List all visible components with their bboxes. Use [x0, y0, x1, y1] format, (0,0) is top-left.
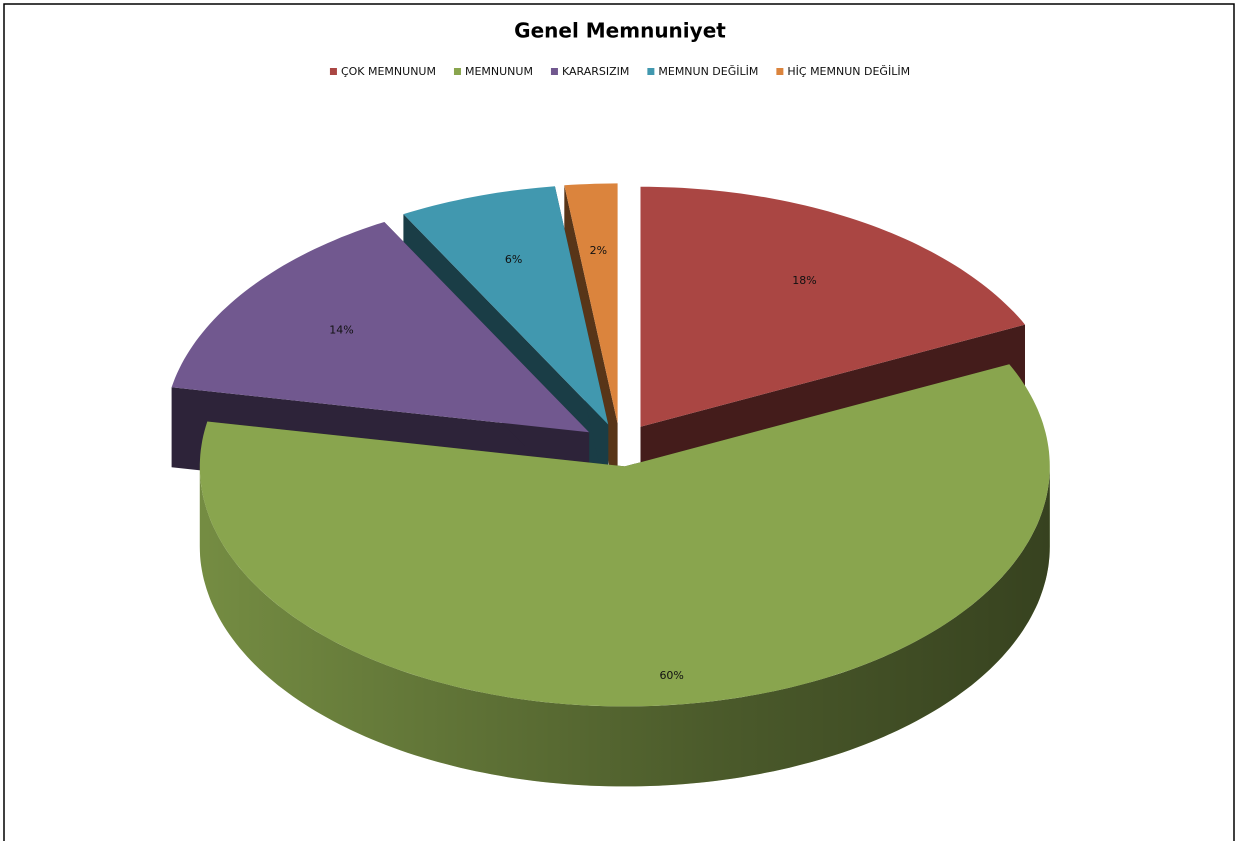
value-label: 14%: [329, 324, 353, 337]
slice-rim-shade: [199, 466, 1050, 787]
slice-group: [199, 364, 1050, 787]
legend-label: MEMNUN DEĞİLİM: [658, 65, 758, 78]
legend-label: MEMNUNUM: [465, 65, 533, 78]
slice: [640, 186, 1025, 427]
value-label: 2%: [590, 244, 607, 257]
value-label: 60%: [659, 669, 683, 682]
legend-swatch: [776, 68, 784, 75]
legend-item: MEMNUN DEĞİLİM: [647, 65, 758, 78]
value-label: 18%: [792, 274, 816, 287]
legend-swatch: [647, 68, 655, 75]
pie: 18% 60% 14% 6% 2%: [171, 183, 1050, 787]
chart-title: Genel Memnuniyet: [514, 19, 726, 43]
legend-swatch: [329, 68, 337, 75]
slice: [564, 183, 618, 424]
legend-item: KARARSIZIM: [550, 65, 629, 78]
legend: ÇOK MEMNUNUM MEMNUNUM KARARSIZIM MEMNUN DEĞ…: [329, 65, 910, 78]
slice: [199, 364, 1050, 707]
legend-item: MEMNUNUM: [453, 65, 533, 78]
legend-swatch: [550, 68, 558, 75]
legend-swatch: [453, 68, 461, 75]
legend-label: HİÇ MEMNUN DEĞİLİM: [787, 65, 910, 78]
slice: [171, 222, 590, 433]
legend-label: ÇOK MEMNUNUM: [341, 65, 436, 78]
legend-item: ÇOK MEMNUNUM: [329, 65, 436, 78]
slice: [403, 186, 609, 425]
legend-item: HİÇ MEMNUN DEĞİLİM: [776, 65, 910, 78]
value-label: 6%: [505, 253, 522, 266]
legend-label: KARARSIZIM: [562, 65, 629, 78]
